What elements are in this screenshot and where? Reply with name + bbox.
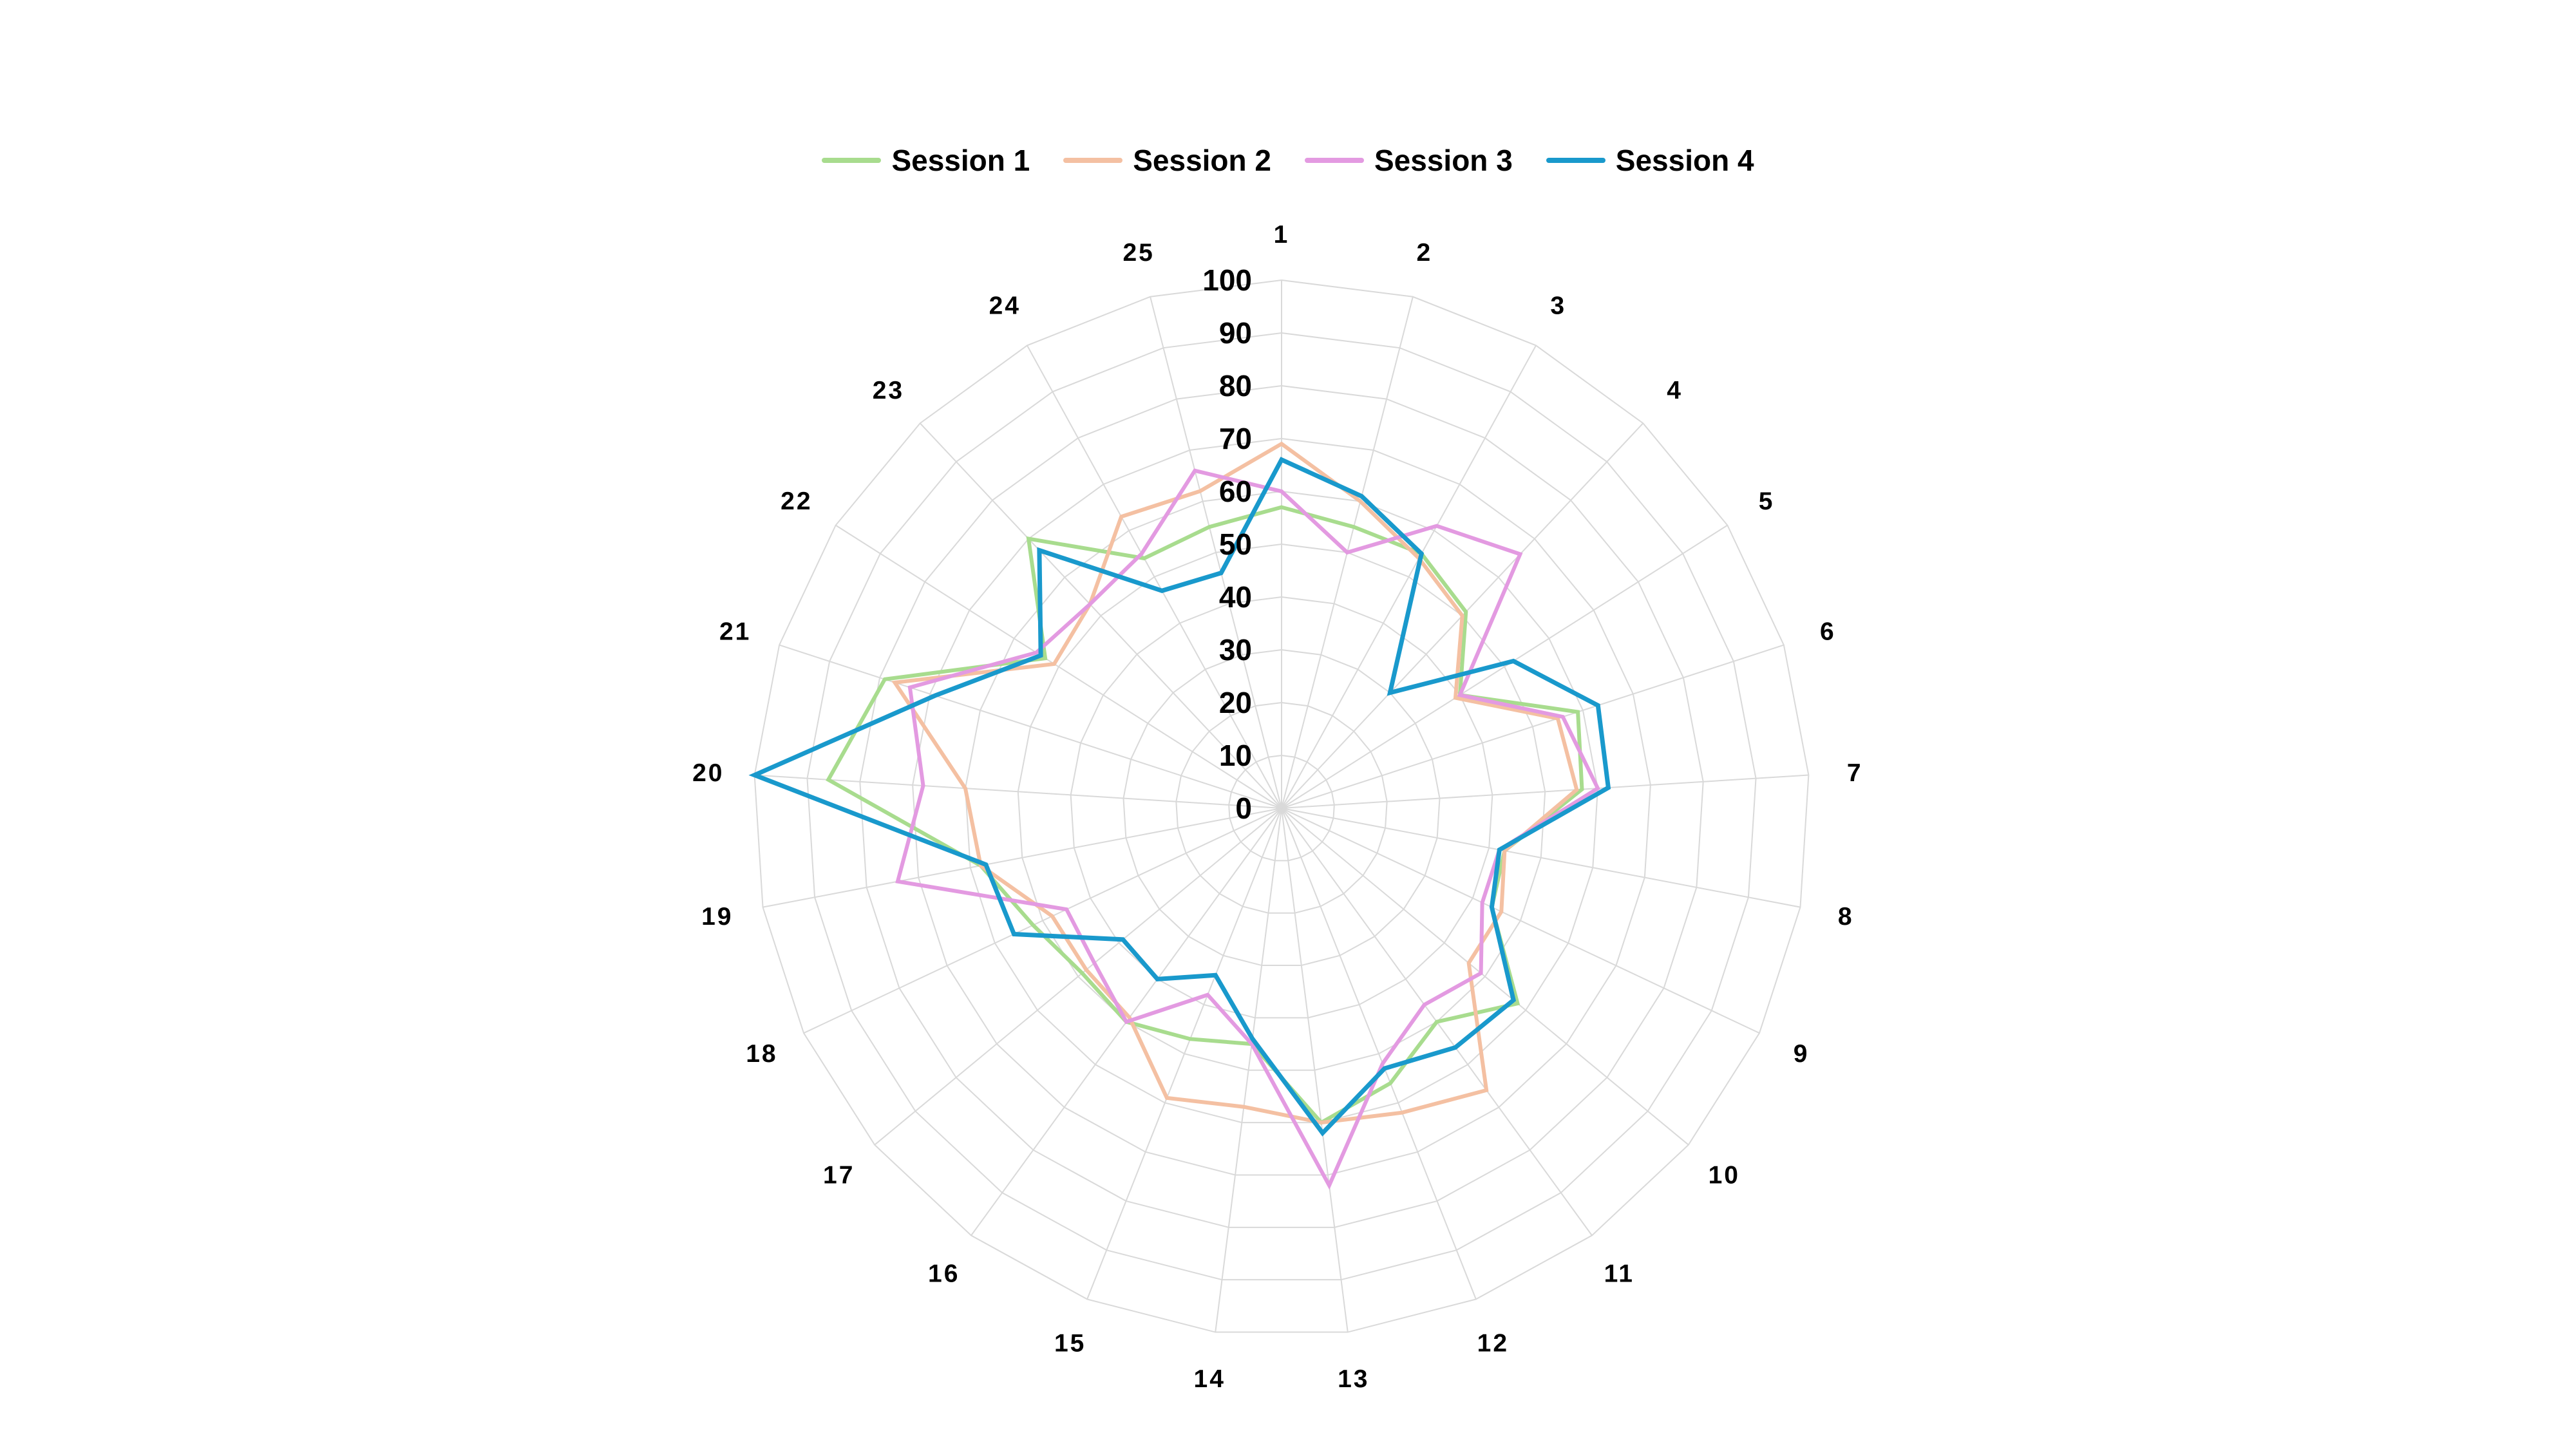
category-label: 21 — [719, 618, 751, 645]
category-label: 25 — [1122, 239, 1154, 267]
category-label: 3 — [1550, 292, 1566, 319]
grid-spoke — [755, 775, 1282, 808]
category-label: 6 — [1820, 618, 1836, 645]
grid-spoke — [1282, 808, 1759, 1033]
category-label: 2 — [1416, 239, 1432, 267]
grid-spoke — [763, 808, 1282, 907]
category-label: 19 — [701, 903, 733, 931]
category-label: 9 — [1794, 1040, 1810, 1068]
category-label: 17 — [823, 1162, 855, 1189]
category-label: 14 — [1194, 1365, 1226, 1393]
category-label: 22 — [781, 488, 812, 515]
grid-spoke — [1282, 526, 1727, 808]
category-label: 7 — [1847, 759, 1863, 787]
category-label: 24 — [989, 292, 1021, 319]
radial-tick-label: 50 — [1219, 527, 1252, 561]
radial-tick-label: 10 — [1219, 739, 1252, 772]
radial-tick-label: 90 — [1219, 316, 1252, 350]
category-label: 4 — [1667, 377, 1683, 404]
radial-tick-label: 20 — [1219, 686, 1252, 719]
category-label: 23 — [873, 377, 904, 404]
category-label: 16 — [928, 1260, 960, 1288]
category-label: 11 — [1604, 1260, 1634, 1288]
category-label: 20 — [692, 759, 724, 787]
series-line-1 — [828, 507, 1582, 1123]
grid-spoke — [1282, 808, 1476, 1299]
category-label: 18 — [746, 1040, 777, 1068]
category-label: 8 — [1838, 903, 1854, 931]
grid-spoke — [1282, 775, 1808, 808]
radial-tick-label: 70 — [1219, 422, 1252, 455]
radial-tick-label: 60 — [1219, 475, 1252, 508]
radial-tick-label: 100 — [1202, 263, 1252, 297]
category-label: 5 — [1759, 488, 1775, 515]
radial-tick-label: 40 — [1219, 580, 1252, 614]
radial-tick-label: 80 — [1219, 369, 1252, 402]
grid-spoke — [1150, 297, 1282, 808]
grid — [755, 280, 1809, 1332]
grid-spoke — [1087, 808, 1282, 1299]
category-label: 10 — [1709, 1162, 1740, 1189]
radial-tick-label: 0 — [1235, 791, 1252, 825]
grid-spoke — [836, 526, 1282, 808]
radial-tick-labels: 0 10 20 30 40 50 60 70 80 90 100 — [1202, 263, 1252, 825]
category-label: 15 — [1054, 1329, 1086, 1357]
category-label: 13 — [1338, 1365, 1369, 1393]
radial-tick-label: 30 — [1219, 633, 1252, 667]
category-label: 12 — [1477, 1329, 1509, 1357]
category-label: 1 — [1274, 221, 1290, 249]
